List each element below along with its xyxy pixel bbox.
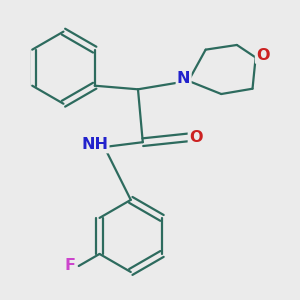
Text: N: N [177, 71, 190, 86]
Text: NH: NH [81, 137, 108, 152]
Text: F: F [65, 259, 76, 274]
Text: O: O [189, 130, 202, 145]
Text: O: O [256, 48, 270, 63]
